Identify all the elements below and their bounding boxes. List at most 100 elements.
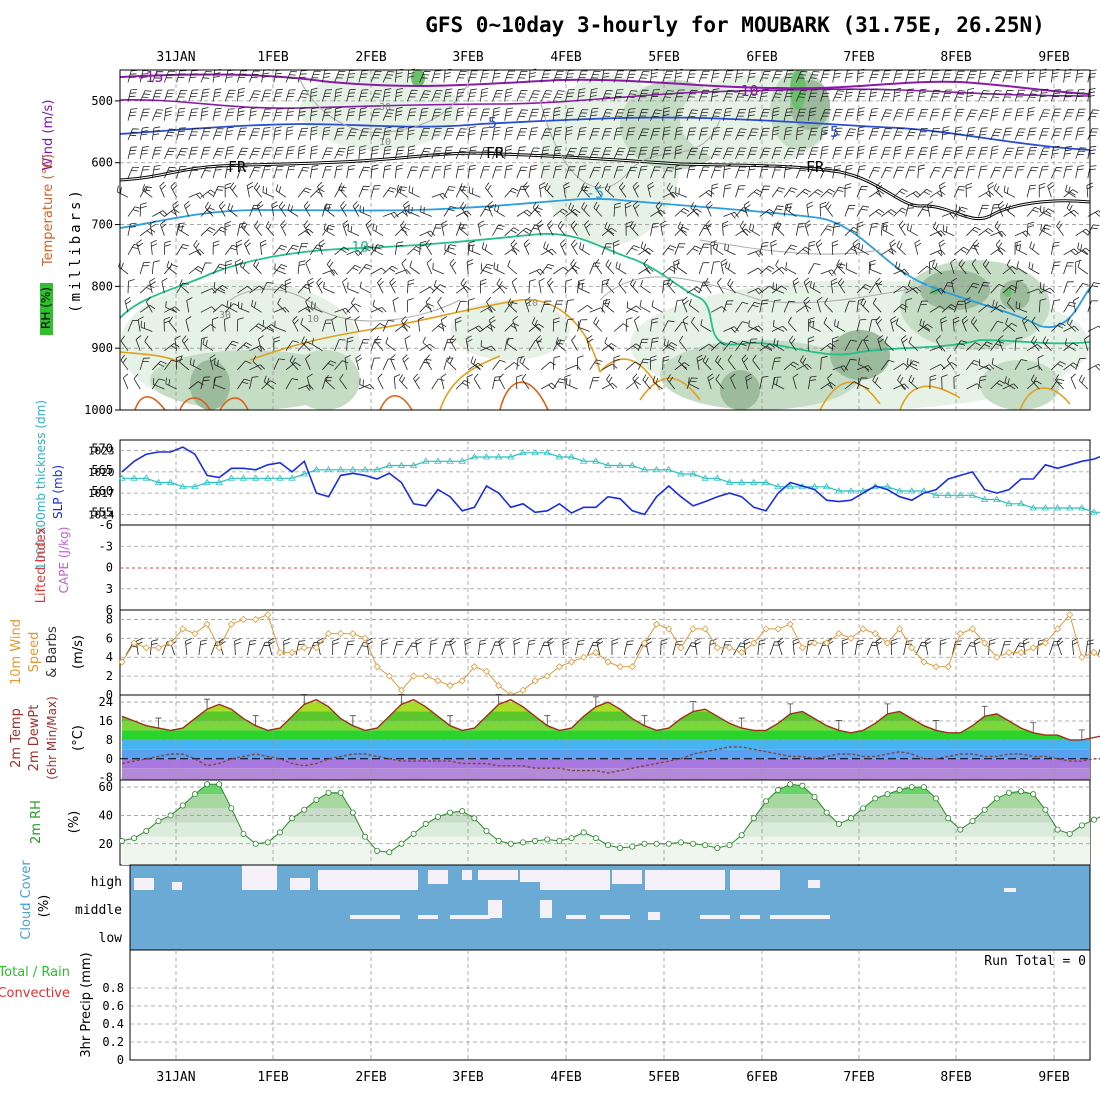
upper-wind-barb	[808, 147, 819, 160]
upper-wind-barb	[747, 107, 757, 121]
upper-wind-barb	[358, 185, 370, 198]
upper-wind-barb	[745, 373, 753, 390]
upper-wind-barb	[512, 315, 518, 332]
upper-wind-barb	[652, 375, 663, 390]
rh-legend-swatch	[40, 283, 53, 335]
upper-wind-barb	[200, 336, 208, 351]
rh-marker	[981, 806, 988, 813]
upper-wind-barb	[666, 374, 676, 390]
ylabel-cloud-cover: Cloud Cover	[19, 860, 34, 940]
upper-wind-barb	[1026, 107, 1035, 121]
cloud-gap	[612, 870, 642, 884]
upper-wind-barb	[516, 109, 529, 121]
wind-speed-marker	[434, 677, 442, 685]
cloud-cover-panel: high middle low Cloud Cover (%)	[19, 860, 1091, 951]
precip-tick-label: 0.2	[102, 1035, 124, 1049]
upper-wind-barb	[625, 245, 640, 256]
chart-title: GFS 0~10day 3-hourly for MOUBARK (31.75E…	[425, 13, 1045, 37]
upper-wind-barb	[237, 317, 244, 332]
rh-marker	[1066, 830, 1073, 837]
upper-wind-barb	[929, 346, 946, 352]
wind-speed-marker	[920, 658, 928, 666]
upper-wind-barb	[444, 244, 457, 256]
upper-wind-barb	[1026, 288, 1043, 294]
upper-wind-barb	[824, 297, 833, 313]
surface-wind-barb	[344, 640, 355, 656]
upper-wind-barb	[832, 186, 846, 198]
upper-wind-barb	[200, 288, 217, 294]
upper-wind-barb	[1038, 128, 1050, 141]
upper-wind-barb	[721, 220, 729, 236]
upper-wind-barb	[705, 220, 712, 236]
wind-speed-marker	[239, 615, 248, 624]
contour-label: -5	[821, 123, 839, 141]
upper-wind-barb	[528, 268, 545, 276]
rh-marker	[860, 805, 867, 812]
contour-minus5	[119, 116, 1091, 151]
wind-speed-marker	[932, 663, 940, 671]
upper-wind-barb	[188, 108, 199, 121]
upper-wind-barb	[775, 221, 785, 236]
upper-wind-barb	[431, 108, 442, 121]
upper-wind-barb	[783, 361, 799, 371]
upper-wind-barb	[358, 70, 369, 83]
upper-wind-barb	[1038, 298, 1047, 313]
upper-wind-barb	[807, 336, 815, 351]
upper-wind-barb	[559, 239, 567, 255]
rh-marker	[714, 845, 721, 852]
upper-wind-barb	[273, 126, 282, 140]
upper-wind-barb	[625, 127, 636, 140]
contour-plus10	[119, 233, 1091, 356]
surface-wind-barb	[498, 637, 505, 656]
upper-wind-barb	[122, 373, 129, 390]
upper-wind-barb	[625, 108, 636, 121]
upper-wind-barb	[743, 201, 751, 217]
upper-wind-barb	[964, 297, 971, 313]
upper-wind-barb	[237, 70, 248, 83]
upper-wind-barb	[127, 70, 138, 83]
rh-marker	[1005, 789, 1012, 796]
rh-marker	[325, 789, 332, 796]
upper-wind-barb	[727, 354, 736, 371]
upper-wind-barb	[460, 278, 469, 294]
upper-wind-barb	[477, 220, 485, 236]
upper-wind-barb	[334, 246, 350, 256]
upper-wind-barb	[1038, 182, 1046, 198]
upper-wind-barb	[1073, 297, 1080, 313]
upper-wind-barb	[978, 90, 990, 102]
upper-wind-barb	[1075, 165, 1085, 179]
upper-wind-barb	[297, 260, 306, 275]
cloud-gap	[520, 870, 540, 882]
wind-speed-marker	[118, 658, 126, 666]
upper-wind-barb	[880, 147, 892, 160]
upper-wind-barb	[342, 277, 348, 294]
top-date-label: 31JAN	[156, 50, 195, 65]
wind-speed-marker	[1005, 648, 1013, 657]
pressure-tick-label: 900	[91, 341, 113, 355]
upper-wind-barb	[346, 303, 361, 313]
rh-marker	[580, 829, 587, 836]
upper-wind-barb	[152, 360, 167, 371]
wind-speed-marker	[215, 644, 223, 652]
wind-speed-marker	[385, 672, 393, 680]
upper-wind-barb	[990, 166, 1002, 179]
upper-wind-barb	[338, 182, 347, 198]
upper-wind-barb	[836, 259, 846, 275]
upper-wind-barb	[370, 90, 382, 102]
upper-wind-barb	[504, 107, 514, 121]
upper-wind-barb	[917, 128, 928, 141]
upper-wind-barb	[952, 316, 960, 332]
upper-wind-barb	[581, 202, 590, 217]
upper-wind-barb	[771, 126, 780, 140]
wind-speed-marker	[677, 644, 685, 652]
upper-wind-barb	[382, 88, 392, 102]
wind-speed-marker	[458, 677, 466, 685]
upper-wind-barb	[249, 166, 261, 179]
upper-wind-barb	[1075, 259, 1082, 274]
ylabel-total-rain: Total / Rain	[0, 965, 70, 980]
upper-wind-barb	[540, 263, 555, 275]
upper-wind-barb	[578, 320, 590, 332]
upper-wind-barb	[540, 382, 557, 390]
